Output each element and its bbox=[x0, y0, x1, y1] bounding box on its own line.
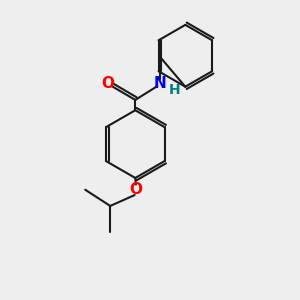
Text: O: O bbox=[129, 182, 142, 197]
Text: O: O bbox=[101, 76, 114, 91]
Text: H: H bbox=[168, 82, 180, 97]
Text: N: N bbox=[154, 76, 167, 91]
